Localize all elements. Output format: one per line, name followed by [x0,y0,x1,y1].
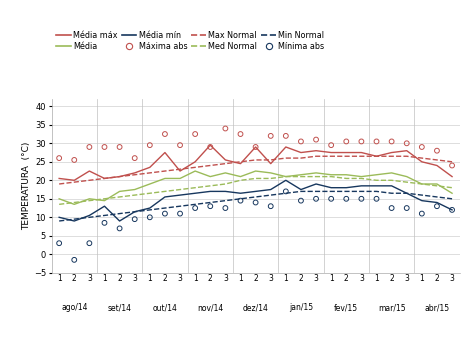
Point [55,155,63,161]
Point [116,144,123,150]
Point [237,131,244,137]
Point [101,220,108,226]
Point [176,211,184,216]
Y-axis label: TEMPERATURA  (°C): TEMPERATURA (°C) [22,142,31,230]
Point [70,157,78,163]
Point [403,205,410,211]
Point [282,133,289,139]
Point [403,140,410,146]
Point [267,204,274,209]
Text: set/14: set/14 [107,303,132,312]
Point [146,214,153,220]
Point [222,126,229,131]
Point [55,240,63,246]
Point [176,143,184,148]
Point [267,133,274,139]
Point [342,196,350,202]
Point [131,217,138,222]
Text: dez/14: dez/14 [242,303,269,312]
Point [433,204,441,209]
Text: jan/15: jan/15 [289,303,313,312]
Point [222,205,229,211]
Point [327,196,335,202]
Point [252,144,259,150]
Point [206,204,214,209]
Point [86,240,93,246]
Text: out/14: out/14 [152,303,177,312]
Point [282,189,289,194]
Point [70,257,78,263]
Point [252,200,259,205]
Point [373,196,380,202]
Point [191,131,199,137]
Point [418,144,425,150]
Point [448,163,456,168]
Legend: Média máx, Média, Média mín, Máxima abs, Max Normal, Med Normal, Min Normal, Mín: Média máx, Média, Média mín, Máxima abs,… [56,30,325,52]
Text: mar/15: mar/15 [378,303,405,312]
Point [373,139,380,144]
Text: fev/15: fev/15 [334,303,358,312]
Point [191,205,199,211]
Point [448,207,456,213]
Point [101,144,108,150]
Point [358,196,365,202]
Point [433,148,441,153]
Point [388,205,395,211]
Point [312,196,320,202]
Text: abr/15: abr/15 [424,303,449,312]
Point [342,139,350,144]
Point [146,143,153,148]
Text: nov/14: nov/14 [197,303,223,312]
Point [358,139,365,144]
Point [297,198,305,203]
Text: ago/14: ago/14 [61,303,88,312]
Point [131,155,138,161]
Point [388,139,395,144]
Point [327,143,335,148]
Point [297,139,305,144]
Point [161,131,169,137]
Point [161,211,169,216]
Point [237,198,244,203]
Point [206,144,214,150]
Point [116,226,123,231]
Point [312,137,320,142]
Point [86,144,93,150]
Point [418,211,425,216]
